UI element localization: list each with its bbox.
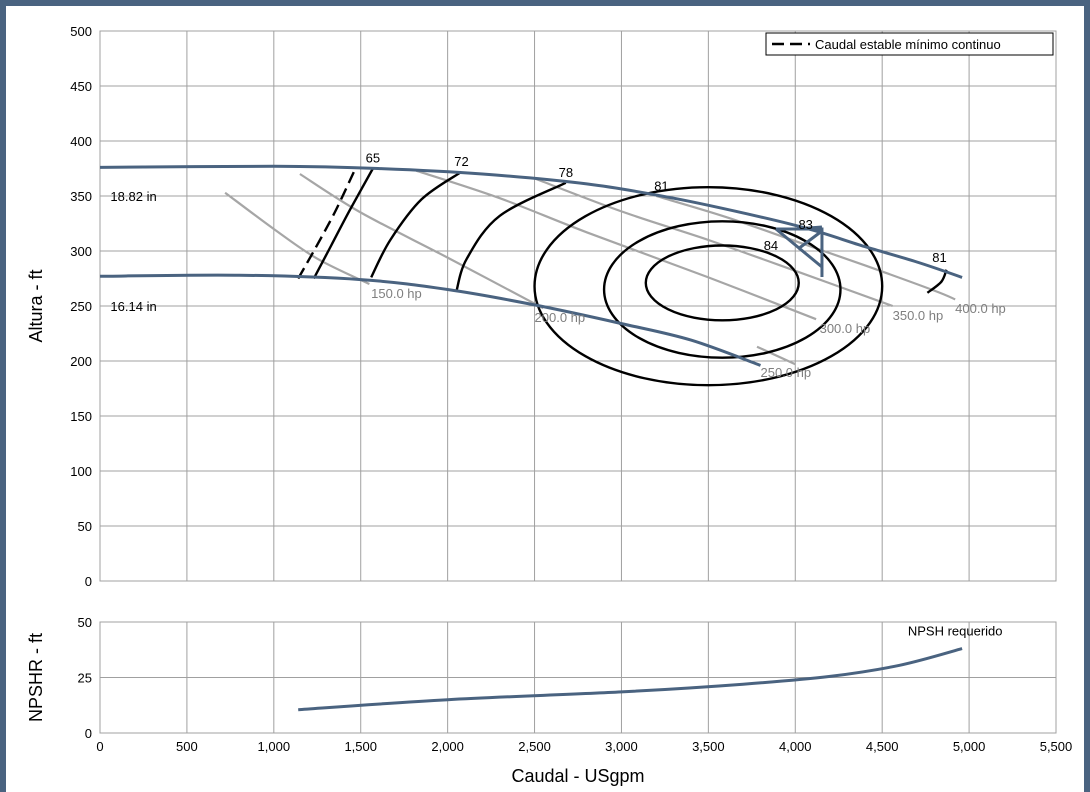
x-axis-title: Caudal - USgpm <box>511 766 644 786</box>
legend: Caudal estable mínimo continuo <box>765 32 1054 56</box>
x-tick-label: 3,500 <box>692 739 725 754</box>
y-tick-label: 400 <box>70 134 92 149</box>
x-tick-label: 500 <box>176 739 198 754</box>
efficiency-label: 81 <box>932 250 946 265</box>
y-tick-label: 50 <box>78 519 92 534</box>
x-tick-label: 5,000 <box>953 739 986 754</box>
y-tick-label: 500 <box>70 24 92 39</box>
y-tick-label: 100 <box>70 464 92 479</box>
power-curve-label: 150.0 hp <box>371 286 422 301</box>
impeller-head-curve <box>99 273 762 367</box>
impeller-head-curve <box>99 164 963 279</box>
npsh-plot-grid <box>99 621 1057 734</box>
efficiency-label: 84 <box>764 238 778 253</box>
npsh-required-curve <box>298 647 963 712</box>
y-tick-label: 300 <box>70 244 92 259</box>
power-curve <box>299 173 544 310</box>
y-tick-label: 200 <box>70 354 92 369</box>
x-tick-label: 1,000 <box>258 739 291 754</box>
efficiency-contour <box>602 220 842 359</box>
legend-label: Caudal estable mínimo continuo <box>815 37 1001 52</box>
power-curve-label: 250.0 hp <box>761 365 812 380</box>
efficiency-label: 72 <box>454 154 468 169</box>
power-curve <box>415 169 817 321</box>
efficiency-contour <box>644 244 800 322</box>
x-tick-label: 5,500 <box>1040 739 1073 754</box>
impeller-label: 16.14 in <box>110 299 156 314</box>
plot-text: 0 500 1,000 1,500 2,000 2,500 3,000 3,500 4,000 4… <box>26 24 1072 786</box>
legend-box <box>765 32 1054 56</box>
bep-marker <box>775 225 824 277</box>
x-tick-label: 3,000 <box>605 739 638 754</box>
x-tick-label: 4,500 <box>866 739 899 754</box>
plot-marks <box>99 164 963 712</box>
efficiency-label: 81 <box>654 179 668 194</box>
head-plot-grid <box>99 30 1057 582</box>
efficiency-contour <box>455 181 567 293</box>
efficiency-contour <box>370 170 463 278</box>
power-curve <box>756 345 796 366</box>
power-curve-label: 200.0 hp <box>535 310 586 325</box>
y-tick-label-npsh: 25 <box>78 671 92 686</box>
efficiency-label: 78 <box>559 165 573 180</box>
y-tick-label-npsh: 0 <box>85 726 92 741</box>
efficiency-label: 83 <box>798 217 812 232</box>
y-tick-label: 0 <box>85 574 92 589</box>
y-tick-label: 150 <box>70 409 92 424</box>
power-curve-label: 400.0 hp <box>955 301 1006 316</box>
power-curve <box>534 177 893 308</box>
y-axis-title-head: Altura - ft <box>26 269 46 342</box>
y-axis-title-npsh: NPSHR - ft <box>26 633 46 722</box>
y-tick-label: 350 <box>70 189 92 204</box>
y-tick-label-npsh: 50 <box>78 615 92 630</box>
y-tick-label: 450 <box>70 79 92 94</box>
x-tick-label: 2,500 <box>518 739 551 754</box>
power-curve <box>655 194 956 301</box>
x-tick-label: 0 <box>96 739 103 754</box>
x-tick-label: 2,000 <box>431 739 464 754</box>
efficiency-contour <box>533 186 884 387</box>
x-tick-label: 1,500 <box>344 739 377 754</box>
efficiency-contour <box>312 167 374 280</box>
efficiency-label: 65 <box>366 151 380 166</box>
y-tick-label: 250 <box>70 299 92 314</box>
power-curve-label: 300.0 hp <box>820 321 871 336</box>
x-tick-label: 4,000 <box>779 739 812 754</box>
power-curve-label: 350.0 hp <box>893 308 944 323</box>
impeller-label: 18.82 in <box>110 189 156 204</box>
power-curve <box>224 191 370 285</box>
npsh-series-label: NPSH requerido <box>908 623 1003 638</box>
